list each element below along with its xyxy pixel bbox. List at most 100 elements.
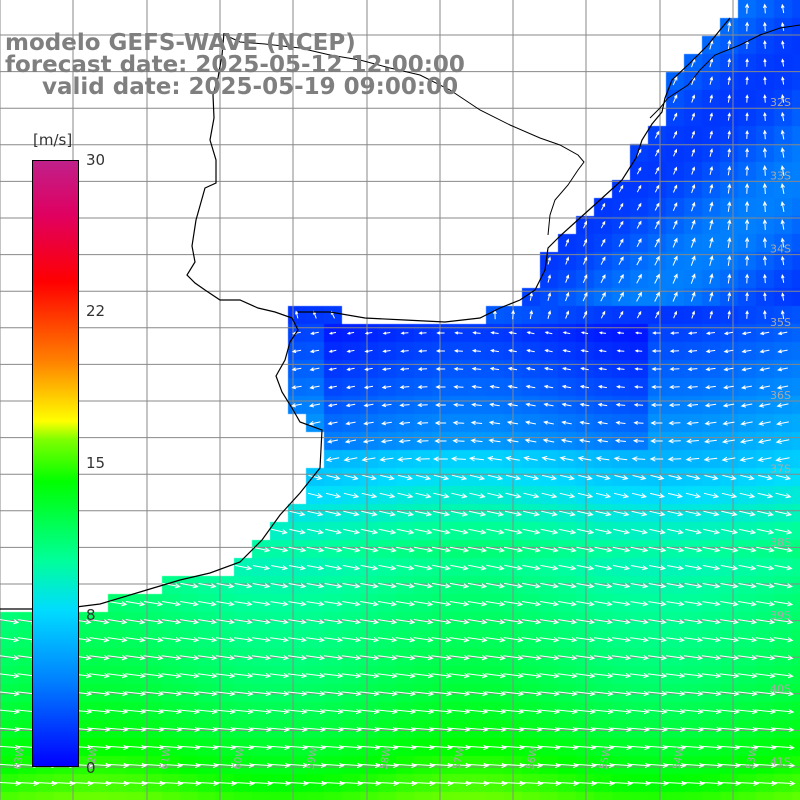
wind-arrow — [547, 292, 552, 301]
wind-arrow — [547, 274, 551, 283]
wind-arrow — [654, 130, 660, 139]
wind-arrow — [523, 455, 538, 462]
wind-arrow — [252, 546, 271, 553]
wind-arrow — [704, 402, 717, 408]
wind-arrow — [687, 349, 698, 354]
wind-arrow — [519, 780, 544, 787]
wind-arrow — [180, 601, 199, 607]
wind-arrow — [594, 528, 613, 535]
wind-arrow — [703, 492, 720, 499]
wind-arrow — [197, 672, 218, 679]
wind-arrow — [618, 310, 624, 319]
wind-arrow — [381, 385, 392, 390]
wind-arrow — [709, 166, 714, 176]
wind-arrow — [756, 546, 775, 553]
wind-arrow — [325, 456, 340, 462]
wind-arrow — [687, 385, 698, 390]
wind-arrow — [649, 456, 664, 462]
wind-arrow — [485, 673, 507, 679]
wind-arrow — [580, 349, 589, 353]
wind-arrow — [397, 456, 412, 462]
wind-arrow — [398, 438, 411, 444]
wind-arrow — [562, 349, 571, 353]
wind-arrow — [654, 220, 660, 230]
wind-arrow — [326, 439, 338, 444]
wind-arrow — [781, 274, 785, 283]
wind-arrow — [233, 655, 254, 661]
wind-arrow — [0, 655, 20, 661]
wind-arrow — [672, 112, 678, 121]
wind-arrow — [322, 744, 345, 751]
wind-arrow — [612, 546, 631, 553]
wind-arrow — [360, 546, 379, 553]
wind-arrow — [15, 780, 40, 786]
wind-arrow — [378, 528, 397, 535]
wind-arrow — [543, 366, 554, 371]
wind-arrow — [763, 21, 767, 32]
wind-arrow — [161, 637, 182, 643]
wind-arrow — [755, 655, 776, 661]
title-forecast-date: forecast date: 2025-05-12 12:00:00 — [5, 52, 465, 78]
wind-arrow — [665, 708, 686, 715]
wind-arrow — [363, 403, 374, 408]
wind-arrow — [669, 384, 680, 390]
wind-arrow — [756, 601, 776, 607]
wind-arrow — [269, 690, 290, 697]
wind-arrow — [270, 619, 289, 625]
wind-arrow — [486, 564, 505, 571]
wind-arrow — [310, 331, 319, 335]
wind-arrow — [727, 147, 731, 157]
wind-arrow — [271, 528, 288, 535]
wind-arrow — [634, 367, 643, 371]
wind-arrow — [739, 438, 754, 444]
wind-arrow — [772, 708, 795, 715]
wind-arrow — [234, 601, 253, 607]
wind-arrow — [288, 565, 307, 571]
wind-arrow — [636, 220, 642, 229]
wind-arrow — [288, 583, 307, 589]
wind-arrow — [493, 309, 497, 320]
wind-arrow — [773, 619, 794, 625]
wind-arrow — [654, 184, 660, 193]
wind-arrow — [413, 601, 434, 607]
wind-arrow — [125, 655, 146, 661]
wind-arrow — [582, 274, 588, 284]
wind-arrow — [709, 310, 713, 319]
wind-arrow — [777, 349, 788, 354]
wind-arrow — [583, 220, 587, 229]
wind-arrow — [313, 310, 317, 319]
wind-arrow — [612, 528, 631, 535]
wind-arrow — [471, 366, 482, 371]
wind-arrow — [143, 655, 164, 661]
wind-arrow — [323, 708, 344, 715]
wind-arrow — [504, 528, 523, 535]
wind-arrow — [616, 385, 625, 389]
wind-arrow — [215, 708, 236, 715]
wind-arrow — [415, 474, 432, 481]
wind-arrow — [502, 691, 525, 697]
wind-arrow — [435, 367, 446, 371]
wind-arrow — [178, 708, 201, 715]
wind-arrow — [579, 402, 590, 407]
wind-arrow — [414, 528, 433, 535]
wind-arrow — [722, 420, 735, 426]
wind-arrow — [525, 366, 536, 371]
wind-arrow — [561, 402, 572, 407]
wind-arrow — [88, 691, 111, 697]
wind-arrow — [629, 672, 650, 679]
wind-arrow — [453, 402, 464, 408]
wind-arrow — [727, 57, 731, 67]
wind-arrow — [647, 708, 668, 715]
wind-arrow — [396, 510, 415, 517]
wind-arrow — [666, 546, 685, 553]
wind-arrow — [521, 655, 542, 661]
wind-arrow — [611, 672, 632, 679]
wind-arrow — [359, 655, 380, 661]
wind-arrow — [700, 744, 723, 751]
wind-arrow — [755, 690, 776, 697]
wind-arrow — [252, 637, 271, 643]
wind-arrow — [737, 637, 758, 643]
uruguay-border — [224, 34, 585, 236]
wind-arrow — [672, 184, 678, 193]
